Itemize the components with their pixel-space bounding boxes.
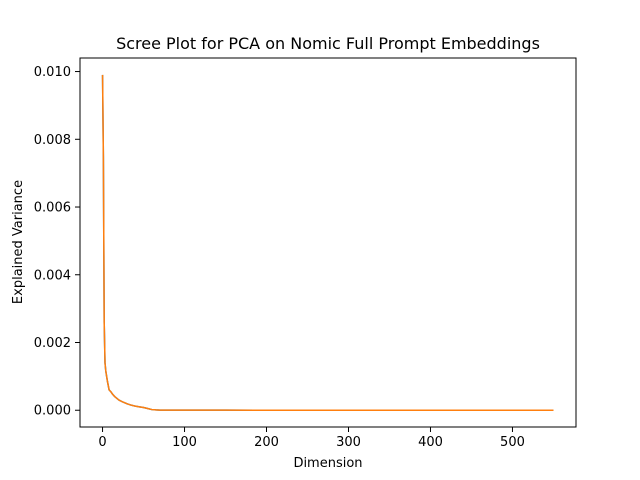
series-layer <box>101 74 554 411</box>
x-tick-label: 200 <box>254 435 279 450</box>
x-axis: 0 100 200 300 400 500 <box>98 427 525 450</box>
y-tick-label: 0.000 <box>34 404 71 419</box>
y-tick-label: 0.002 <box>34 336 71 351</box>
y-tick-label: 0.004 <box>34 268 71 283</box>
x-tick-label: 500 <box>500 435 525 450</box>
y-tick-label: 0.006 <box>34 201 71 216</box>
x-tick-label: 300 <box>336 435 361 450</box>
y-axis: 0.000 0.002 0.004 0.006 0.008 0.010 <box>34 65 80 419</box>
y-axis-label: Explained Variance <box>11 180 26 304</box>
series-line-2 <box>101 74 554 411</box>
x-tick-label: 0 <box>98 435 106 450</box>
x-tick-label: 100 <box>172 435 197 450</box>
x-tick-label: 400 <box>418 435 443 450</box>
y-tick-label: 0.010 <box>34 65 71 80</box>
y-tick-label: 0.008 <box>34 133 71 148</box>
chart-title: Scree Plot for PCA on Nomic Full Prompt … <box>116 34 540 53</box>
plot-area-frame <box>79 57 577 428</box>
x-axis-label: Dimension <box>293 456 362 471</box>
